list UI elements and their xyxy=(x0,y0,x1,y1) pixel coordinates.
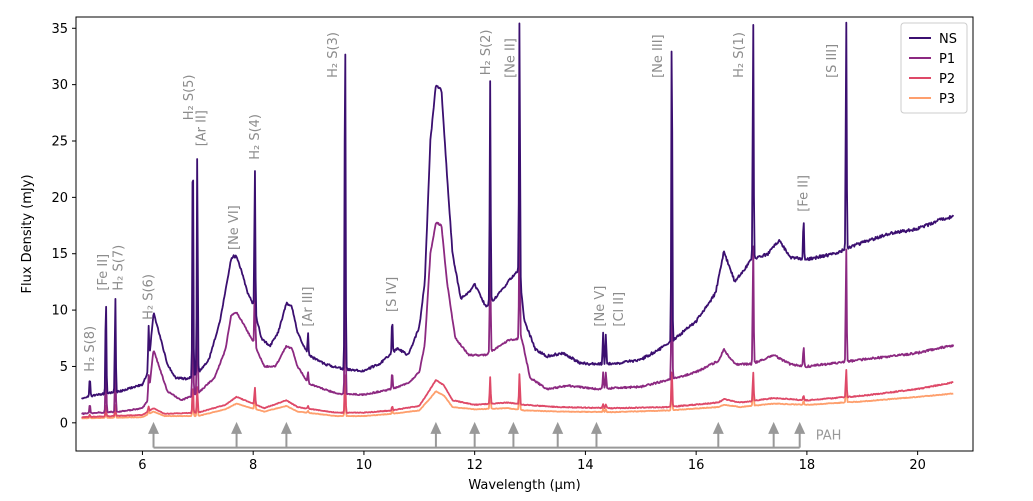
x-tick-label: 10 xyxy=(356,458,373,473)
line-label-2: H₂ S(7) xyxy=(111,245,126,291)
legend-label-p2: P2 xyxy=(939,72,955,87)
line-label-16: H₂ S(1) xyxy=(732,32,747,78)
pah-arrow-head xyxy=(469,421,481,434)
y-tick-label: 0 xyxy=(60,416,68,431)
line-label-3: H₂ S(6) xyxy=(142,274,157,320)
line-label-4: H₂ S(5) xyxy=(182,75,197,121)
pah-label: PAH xyxy=(816,429,842,444)
line-label-12: [Ne II] xyxy=(504,38,519,78)
y-tick-label: 10 xyxy=(51,304,68,319)
series-line-p2 xyxy=(81,368,954,419)
y-tick-label: 15 xyxy=(51,247,68,262)
legend-label-p3: P3 xyxy=(939,92,955,107)
pah-arrow-head xyxy=(430,421,442,434)
y-axis-label: Flux Density (mJy) xyxy=(20,174,35,293)
x-tick-label: 12 xyxy=(466,458,483,473)
pah-arrow-head xyxy=(231,421,243,434)
y-tick-label: 5 xyxy=(60,360,68,375)
line-label-14: [Cl II] xyxy=(612,292,627,327)
y-tick-label: 35 xyxy=(51,22,68,37)
pah-layer: PAH xyxy=(148,421,842,449)
line-label-0: H₂ S(8) xyxy=(83,326,98,372)
x-tick-label: 14 xyxy=(577,458,594,473)
x-axis-label: Wavelength (μm) xyxy=(468,478,580,493)
pah-arrow-head xyxy=(280,421,292,434)
legend-label-p1: P1 xyxy=(939,52,955,67)
pah-arrow-head xyxy=(768,421,780,434)
pah-arrow-head xyxy=(712,421,724,434)
line-label-6: [Ne VI] xyxy=(227,205,242,250)
legend-box xyxy=(900,22,968,114)
series-layer xyxy=(81,21,955,420)
x-tick-label: 8 xyxy=(249,458,257,473)
axes-frame xyxy=(75,16,974,452)
line-label-5: [Ar II] xyxy=(194,110,209,146)
line-label-1: [Fe II] xyxy=(96,254,111,291)
line-label-layer: H₂ S(8)[Fe II] H₂ S(7)H₂ S(6)H₂ S(5)[Ar I… xyxy=(83,30,840,372)
legend: NS P1 P2 P3 xyxy=(900,22,968,114)
pah-arrow-head xyxy=(148,421,160,434)
line-label-8: [Ar III] xyxy=(301,287,316,327)
line-label-18: [S III] xyxy=(825,44,840,78)
pah-arrow-head xyxy=(552,421,564,434)
line-label-7: H₂ S(4) xyxy=(248,114,263,160)
x-tick-label: 18 xyxy=(799,458,816,473)
x-tick-label: 20 xyxy=(909,458,926,473)
line-label-15: [Ne III] xyxy=(651,34,666,78)
pah-arrow-head xyxy=(507,421,519,434)
line-label-17: [Fe II] xyxy=(797,175,812,212)
y-tick-label: 25 xyxy=(51,135,68,150)
pah-arrow-head xyxy=(794,421,806,434)
x-tick-label: 16 xyxy=(688,458,705,473)
pah-arrow-head xyxy=(590,421,602,434)
line-label-10: [S IV] xyxy=(385,277,400,312)
series-line-p3 xyxy=(81,378,954,420)
y-tick-label: 20 xyxy=(51,191,68,206)
series-line-ns xyxy=(81,21,955,400)
line-label-13: [Ne V] xyxy=(593,286,608,327)
legend-label-ns: NS xyxy=(939,32,957,47)
axis-layer: 6 8 10 12 14 16 18 20 0 5 10 15 20 25 30 35 Wavelength (… xyxy=(20,16,974,493)
line-label-11: H₂ S(2) xyxy=(479,30,494,76)
y-tick-label: 30 xyxy=(51,78,68,93)
series-line-p1 xyxy=(81,213,955,416)
line-label-9: H₂ S(3) xyxy=(326,32,341,78)
x-tick-label: 6 xyxy=(138,458,146,473)
